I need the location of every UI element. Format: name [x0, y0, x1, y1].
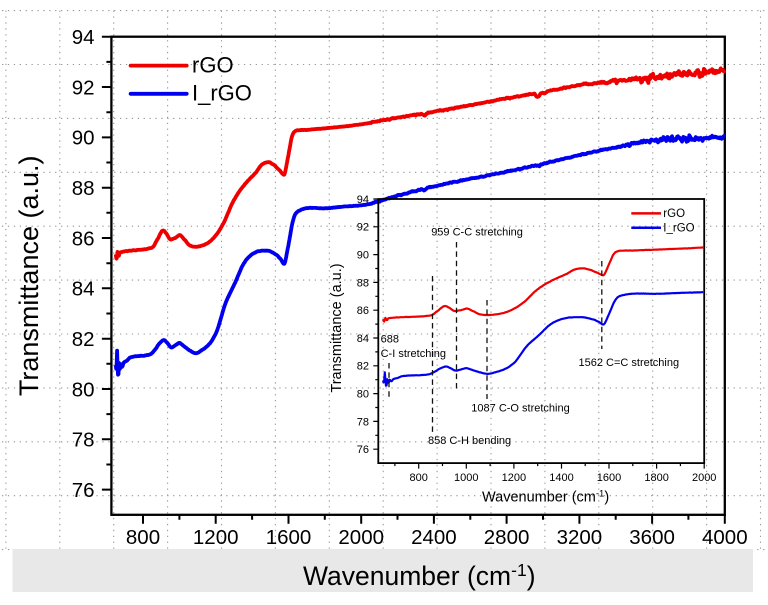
svg-text:76: 76 [357, 444, 369, 456]
svg-text:1600: 1600 [597, 472, 621, 484]
svg-text:92: 92 [72, 76, 95, 99]
svg-text:I_rGO: I_rGO [663, 223, 694, 235]
svg-text:rGO: rGO [663, 208, 685, 220]
svg-text:2400: 2400 [411, 526, 457, 549]
svg-text:90: 90 [72, 127, 95, 150]
svg-text:1400: 1400 [549, 472, 573, 484]
svg-text:4000: 4000 [702, 526, 748, 549]
svg-text:78: 78 [357, 416, 369, 428]
svg-text:2800: 2800 [484, 526, 530, 549]
svg-text:3200: 3200 [557, 526, 603, 549]
svg-text:84: 84 [357, 333, 369, 345]
svg-text:2000: 2000 [338, 526, 384, 549]
svg-text:86: 86 [357, 305, 369, 317]
svg-text:88: 88 [72, 177, 95, 200]
svg-text:Transmittance (a.u.): Transmittance (a.u.) [14, 156, 44, 397]
svg-text:I_rGO: I_rGO [192, 81, 252, 106]
svg-text:84: 84 [72, 278, 95, 301]
svg-text:959 C-C stretching: 959 C-C stretching [431, 227, 523, 239]
svg-text:82: 82 [357, 361, 369, 373]
svg-text:2000: 2000 [692, 472, 716, 484]
svg-text:C-I stretching: C-I stretching [381, 348, 446, 360]
svg-text:800: 800 [410, 472, 428, 484]
svg-text:92: 92 [357, 222, 369, 234]
svg-text:1000: 1000 [454, 472, 478, 484]
svg-text:3600: 3600 [629, 526, 675, 549]
svg-text:86: 86 [72, 227, 95, 250]
svg-text:1562 C=C stretching: 1562 C=C stretching [579, 357, 680, 369]
svg-text:858 C-H bending: 858 C-H bending [428, 435, 511, 447]
svg-text:76: 76 [72, 479, 95, 502]
svg-text:94: 94 [72, 26, 95, 49]
svg-text:1200: 1200 [502, 472, 526, 484]
svg-text:rGO: rGO [192, 53, 234, 78]
svg-text:800: 800 [126, 526, 160, 549]
svg-text:Transmittance (a.u.): Transmittance (a.u.) [329, 263, 345, 392]
svg-text:1200: 1200 [193, 526, 239, 549]
svg-text:1600: 1600 [266, 526, 312, 549]
svg-text:82: 82 [72, 328, 95, 351]
svg-text:88: 88 [357, 277, 369, 289]
svg-text:1087 C-O stretching: 1087 C-O stretching [471, 402, 569, 414]
svg-text:1800: 1800 [644, 472, 668, 484]
svg-text:90: 90 [357, 250, 369, 262]
svg-text:Wavenumber (cm-1): Wavenumber (cm-1) [303, 560, 536, 591]
svg-text:80: 80 [357, 389, 369, 401]
svg-text:688: 688 [381, 333, 399, 345]
svg-text:78: 78 [72, 429, 95, 452]
svg-text:Wavenumber (cm-1): Wavenumber (cm-1) [482, 489, 609, 506]
svg-text:80: 80 [72, 378, 95, 401]
